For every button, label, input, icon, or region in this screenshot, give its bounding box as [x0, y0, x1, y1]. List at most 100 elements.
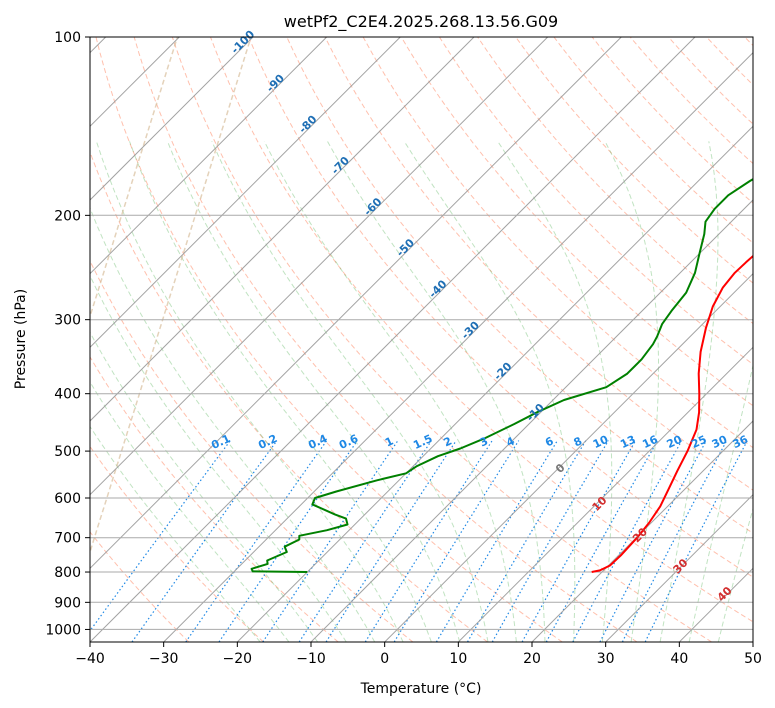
- dry-adiabat: [90, 259, 414, 642]
- x-tick-label: −10: [296, 651, 326, 667]
- isotherm-line: [90, 37, 696, 642]
- mixing-ratio-line: [262, 440, 399, 642]
- mixing-ratio-label: 25: [689, 433, 708, 451]
- isotherm-label: -80: [296, 113, 319, 136]
- y-tick-label: 500: [54, 444, 81, 460]
- dry-adiabat: [95, 37, 563, 642]
- y-tick-label: 700: [54, 531, 81, 547]
- moist-adiabat: [497, 141, 613, 642]
- y-tick-label: 1000: [45, 622, 81, 638]
- y-tick-label: 400: [54, 387, 81, 403]
- mixing-ratio-line: [298, 440, 432, 642]
- x-axis-label: Temperature (°C): [360, 681, 482, 697]
- mixing-ratio-label: 20: [665, 433, 685, 451]
- dry-adiabat: [90, 150, 488, 642]
- isotherm-line: [90, 37, 254, 201]
- mixing-ratio-line: [393, 440, 520, 642]
- dry-adiabat: [90, 531, 190, 642]
- dry-adiabat: [171, 37, 712, 642]
- dry-adiabat: [248, 37, 753, 578]
- isotherm-line: [678, 567, 753, 642]
- isotherm-line: [90, 37, 328, 275]
- reference-curve: [90, 37, 252, 555]
- y-tick-label: 900: [54, 595, 81, 611]
- dry-adiabat: [477, 37, 753, 325]
- isotherm-label: -100: [229, 28, 258, 57]
- moist-adiabat: [659, 141, 719, 642]
- moist-adiabat: [604, 141, 659, 642]
- dry-adiabat: [210, 37, 753, 623]
- dry-adiabat: [438, 37, 753, 365]
- isotherm-line: [752, 641, 753, 642]
- mixing-ratio-label: 30: [710, 433, 730, 451]
- dry-adiabat: [90, 445, 264, 642]
- dry-adiabat: [90, 355, 339, 642]
- mixing-ratio-line: [466, 440, 587, 642]
- x-tick-label: 0: [380, 651, 389, 667]
- mixing-ratio-line: [599, 440, 707, 642]
- y-tick-label: 300: [54, 313, 81, 329]
- moist-adiabat: [167, 141, 461, 642]
- x-tick-label: −30: [149, 651, 179, 667]
- moist-adiabat: [95, 141, 404, 642]
- moist-adiabat-label: 0: [553, 461, 568, 476]
- mixing-ratio-line: [644, 440, 748, 642]
- isotherm-line: [457, 346, 753, 642]
- moist-adiabat: [129, 141, 432, 642]
- isotherm-line: [90, 37, 549, 496]
- temperature-profile: [591, 254, 753, 573]
- dry-adiabat: [324, 37, 753, 491]
- moist-adiabat: [211, 141, 489, 642]
- isotherm-line: [236, 125, 753, 642]
- y-tick-label: 600: [54, 491, 81, 507]
- x-tick-label: 10: [449, 651, 467, 667]
- moist-adiabat: [688, 363, 753, 642]
- mixing-ratio-label: 6: [543, 434, 556, 449]
- mixing-ratio-line: [131, 440, 278, 642]
- dry-adiabat: [744, 37, 753, 47]
- dry-adiabat: [668, 37, 753, 125]
- isotherm-label: -10: [524, 401, 547, 424]
- isotherm-label: -90: [264, 71, 287, 94]
- mixing-ratio-label: 16: [640, 433, 660, 451]
- isotherm-line: [90, 37, 475, 422]
- reference-curve: [90, 37, 179, 319]
- y-tick-label: 800: [54, 565, 81, 581]
- plot-frame: [89, 36, 754, 643]
- dry-adiabat: [706, 37, 753, 86]
- mixing-ratio-line: [90, 440, 231, 632]
- x-tick-label: 20: [523, 651, 541, 667]
- isotherm-line: [90, 37, 401, 349]
- x-tick-label: −20: [223, 651, 253, 667]
- x-tick-label: 40: [670, 651, 688, 667]
- dry-adiabat: [362, 37, 753, 449]
- moist-adiabat: [90, 274, 347, 642]
- mixing-ratio-line: [521, 440, 637, 642]
- moist-adiabat-label: 30: [671, 556, 691, 576]
- isotherm-line: [163, 51, 753, 642]
- x-tick-label: 30: [597, 651, 615, 667]
- mixing-ratio-label: 10: [591, 433, 611, 451]
- dry-adiabat: [553, 37, 753, 244]
- mixing-ratio-label: 36: [731, 433, 751, 451]
- y-tick-label: 100: [54, 30, 81, 46]
- y-axis-label: Pressure (hPa): [13, 289, 29, 389]
- dry-adiabat: [133, 37, 638, 642]
- mixing-ratio-label: 1: [383, 434, 395, 449]
- mixing-ratio-label: 13: [618, 433, 637, 451]
- moist-adiabat: [403, 141, 576, 642]
- isotherm-line: [310, 199, 753, 642]
- isotherm-label: -50: [394, 236, 417, 259]
- moist-adiabat: [263, 141, 517, 642]
- x-tick-label: 50: [744, 651, 762, 667]
- moist-adiabat: [326, 141, 546, 642]
- isotherm-label: -70: [329, 154, 352, 177]
- mixing-ratio-label: 0.1: [209, 432, 232, 452]
- chart-title: wetPf2_C2E4.2025.268.13.56.G09: [284, 12, 558, 32]
- mixing-ratio-line: [185, 440, 328, 642]
- isotherm-line: [531, 420, 753, 642]
- y-tick-label: 200: [54, 208, 81, 224]
- mixing-ratio-label: 8: [572, 434, 584, 449]
- mixing-ratio-label: 0.4: [306, 432, 329, 452]
